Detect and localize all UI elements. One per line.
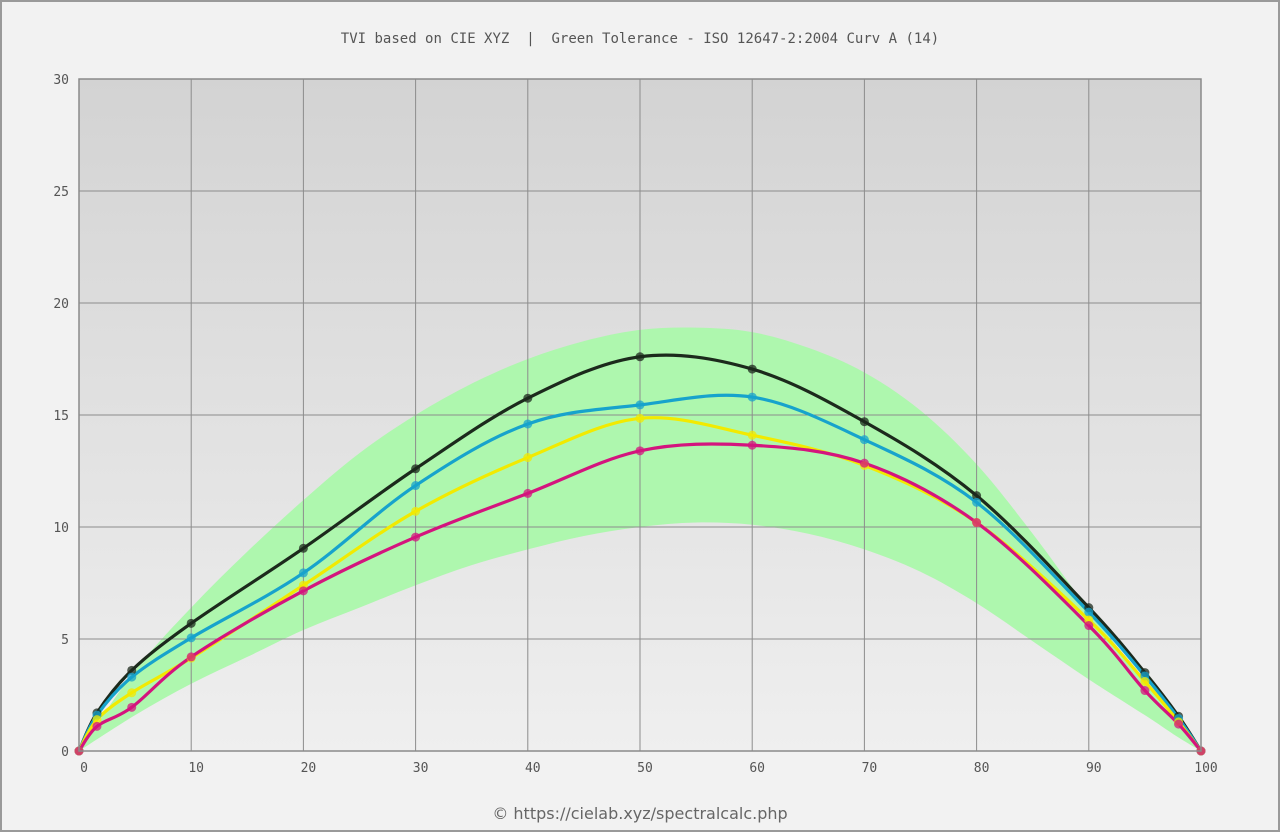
x-tick-label: 60 (749, 761, 765, 776)
x-tick-label: 40 (525, 761, 541, 776)
y-tick-label: 5 (61, 633, 69, 648)
series-3-point (92, 715, 102, 725)
x-tick-label: 20 (301, 761, 317, 776)
x-tick-label: 10 (188, 761, 204, 776)
y-tick-label: 25 (53, 185, 69, 200)
series-1-point (635, 352, 645, 362)
series-1-point (186, 618, 196, 628)
series-4-point (635, 446, 645, 456)
series-1-point (859, 417, 869, 427)
chart-title: TVI based on CIE XYZ | Green Tolerance -… (340, 31, 940, 47)
series-2-point (747, 392, 757, 402)
series-1-point (972, 491, 982, 501)
series-4-point (747, 440, 757, 450)
series-3-point (523, 453, 533, 463)
y-tick-label: 20 (53, 297, 69, 312)
series-2-point (186, 633, 196, 643)
series-4-point (411, 532, 421, 542)
series-1-point (127, 665, 137, 675)
tolerance-band (79, 327, 1201, 751)
series-4-point (1140, 686, 1150, 696)
series-4-point (92, 721, 102, 731)
x-tick-label: 70 (862, 761, 878, 776)
y-tick-label: 0 (61, 745, 69, 760)
x-tick-label: 50 (637, 761, 653, 776)
series-4-point (972, 518, 982, 528)
y-tick-label: 10 (53, 521, 69, 536)
series-2-point (127, 672, 137, 682)
y-tick-label: 15 (53, 409, 69, 424)
series-2-point (635, 400, 645, 410)
series-3-point (635, 413, 645, 423)
credit-link[interactable]: © https://cielab.xyz/spectralcalc.php (492, 804, 788, 823)
series-1-point (523, 393, 533, 403)
series-2-point (298, 568, 308, 578)
series-1-point (298, 543, 308, 553)
plot-border (78, 78, 1202, 752)
series-3-point (1140, 677, 1150, 687)
series-2-point (523, 419, 533, 429)
series-1-point (411, 464, 421, 474)
series-2-point (859, 435, 869, 445)
series-4-point (127, 702, 137, 712)
x-tick-label: 100 (1194, 761, 1217, 776)
x-tick-label: 90 (1086, 761, 1102, 776)
series-2-point (1084, 607, 1094, 617)
series-3-point (127, 688, 137, 698)
x-tick-label: 30 (413, 761, 429, 776)
series-4-point (298, 586, 308, 596)
series-4-point (523, 488, 533, 498)
series-4-point (1084, 621, 1094, 631)
series-2-point (972, 497, 982, 507)
series-4-point (859, 458, 869, 468)
series-3-point (747, 430, 757, 440)
series-4-point (1174, 719, 1184, 729)
x-tick-label: 80 (974, 761, 990, 776)
series-4-point (186, 652, 196, 662)
series-3-point (411, 506, 421, 516)
series-2-point (411, 481, 421, 491)
y-tick-label: 30 (53, 73, 69, 88)
series-1-point (747, 364, 757, 374)
x-tick-label: 0 (80, 761, 88, 776)
